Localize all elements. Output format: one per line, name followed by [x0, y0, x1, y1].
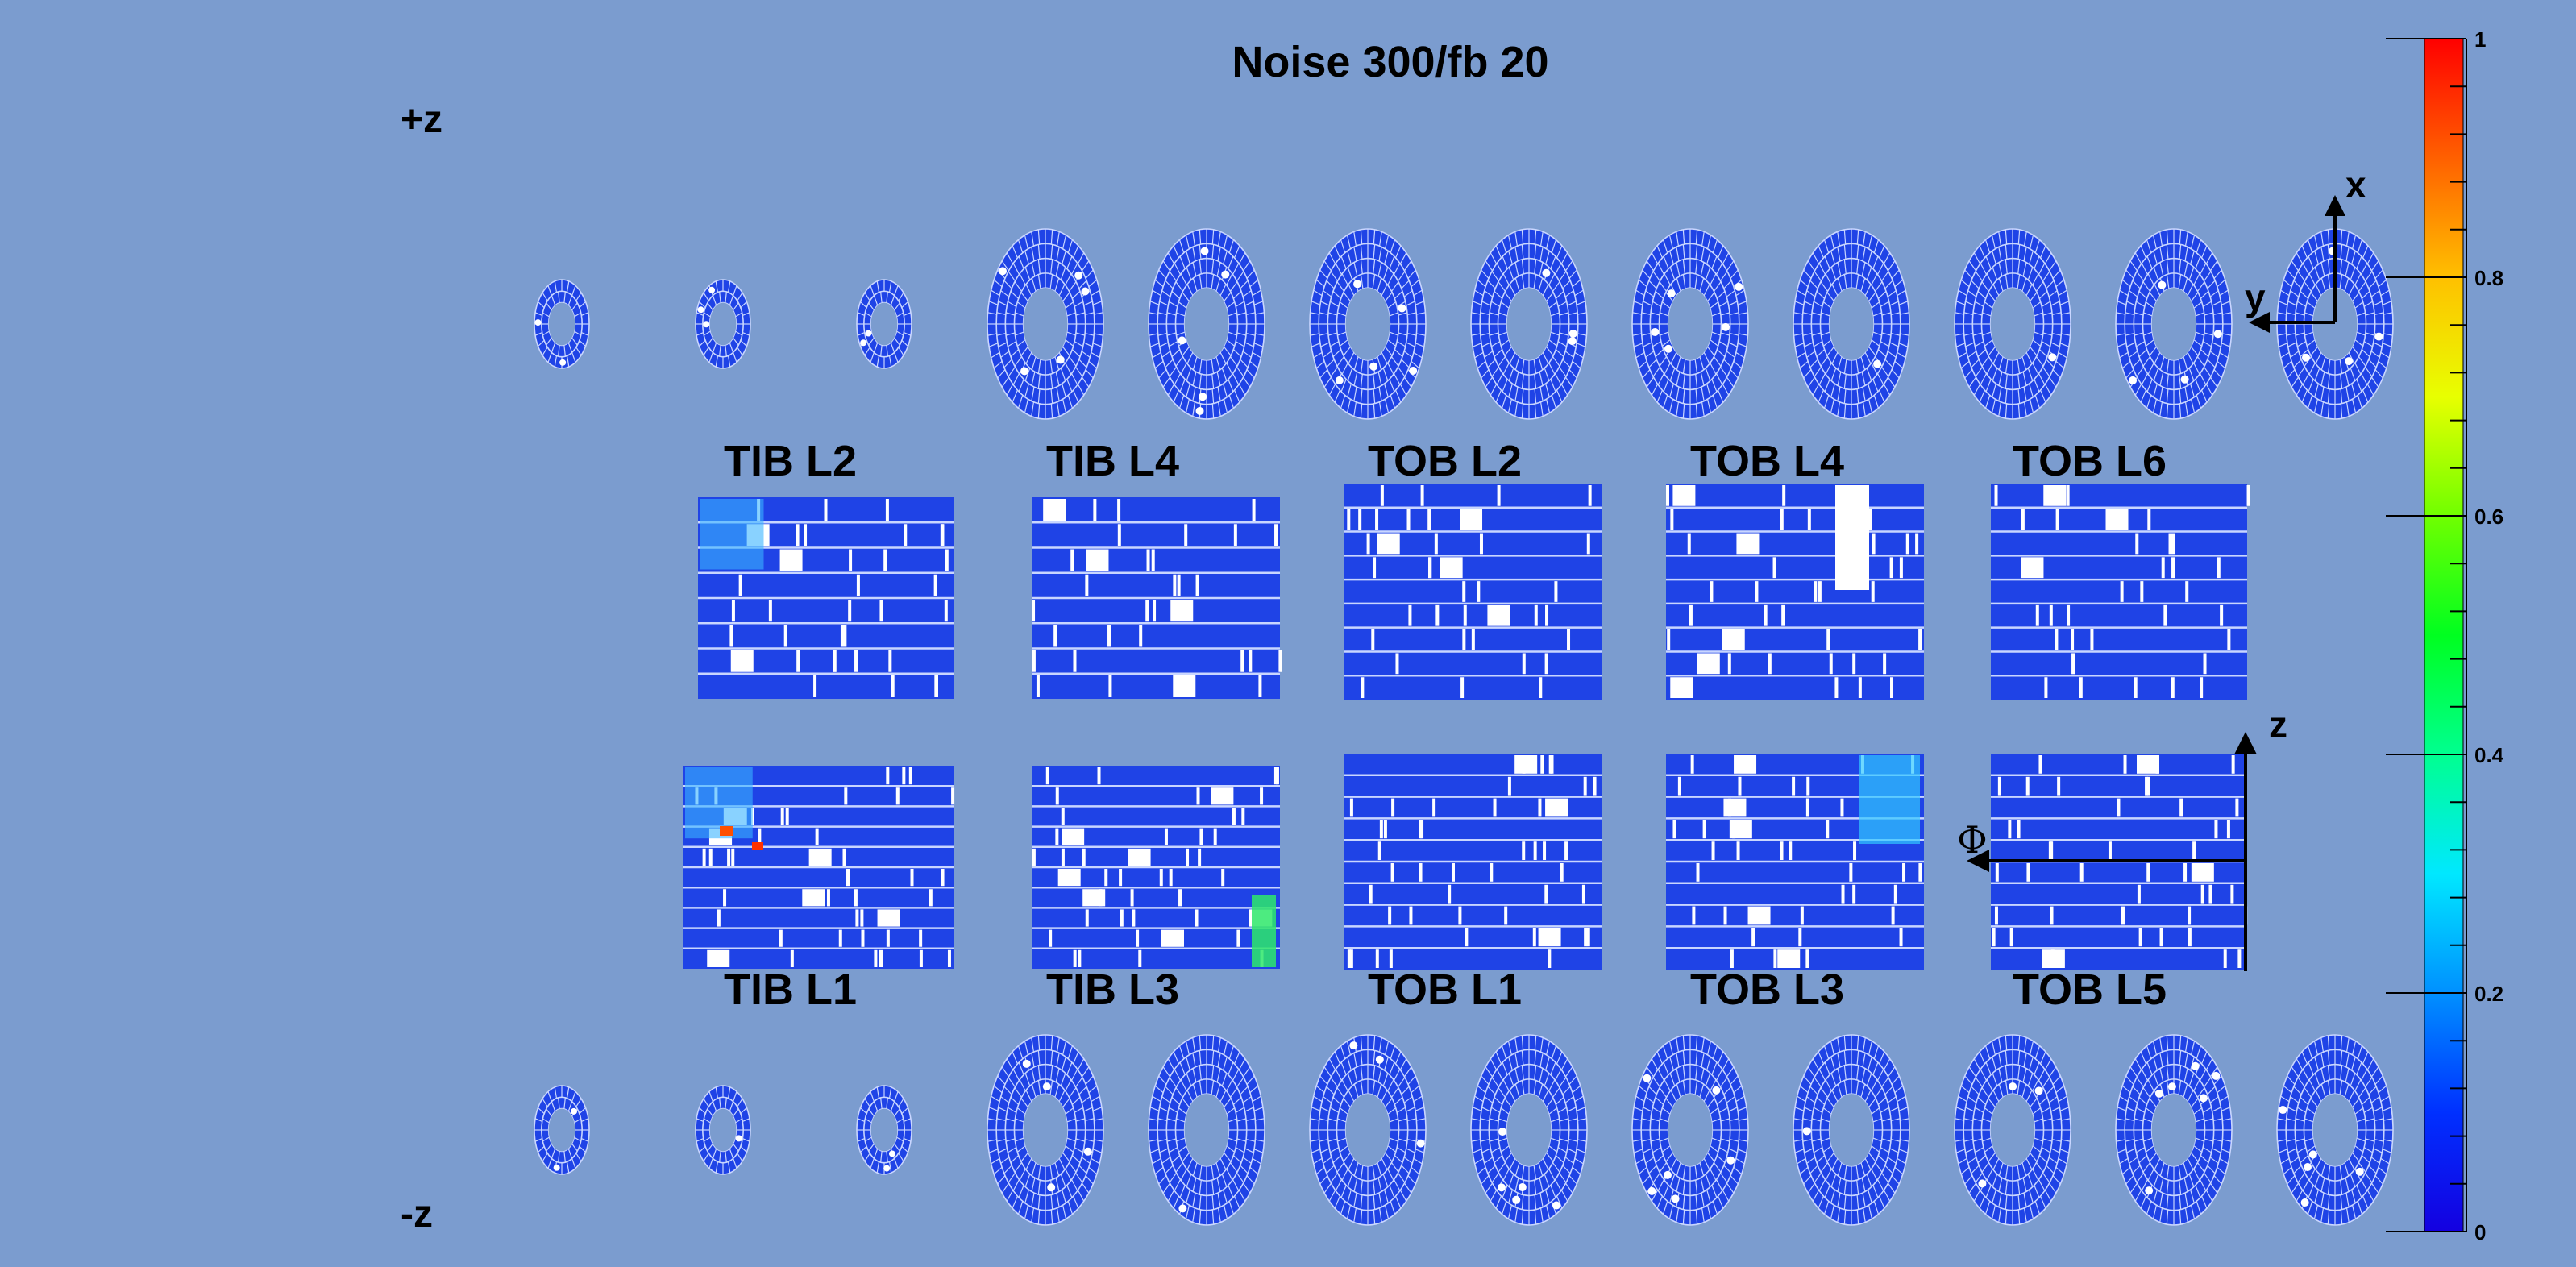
plus-z-disk-8: [2115, 228, 2233, 420]
z-axis-label: z: [2269, 704, 2287, 746]
xy-axis-indicator: x y: [2245, 164, 2366, 333]
minus-z-small-disk-1: [534, 1085, 590, 1175]
plus-z-disk-7: [1954, 228, 2071, 420]
color-scale-tick-label: 0.4: [2474, 743, 2504, 767]
barrel-panel-4: [1666, 484, 1924, 700]
panel-label-lower-4: TOB L3: [1690, 966, 1844, 1014]
plus-z-disk-1: [987, 228, 1104, 420]
plus-z-small-disk-3: [856, 279, 912, 369]
y-axis-label: y: [2245, 276, 2266, 318]
minus-z-disk-2: [1148, 1034, 1265, 1226]
panel-label-lower-3: TOB L1: [1368, 966, 1522, 1014]
minus-z-disk-1: [987, 1034, 1104, 1226]
x-axis-label: x: [2345, 164, 2366, 206]
minus-z-disk-row: [534, 1034, 2394, 1226]
panel-label-upper-3: TOB L2: [1368, 437, 1522, 485]
barrel-panels: [683, 484, 2250, 970]
plus-z-disk-row: [534, 228, 2394, 420]
barrel-panel-8: [1344, 754, 1602, 970]
color-scale-tick-label: 1: [2474, 27, 2486, 52]
minus-z-disk-6: [1793, 1034, 1910, 1226]
phi-axis-label: Φ: [1957, 818, 1988, 862]
color-scale: 0 0.2 0.4 0.6 0.8 1: [2386, 27, 2504, 1244]
minus-z-disk-4: [1470, 1034, 1588, 1226]
chart-title: Noise 300/fb 20: [1232, 38, 1548, 86]
minus-z-disk-5: [1631, 1034, 1749, 1226]
plus-z-disk-3: [1309, 228, 1427, 420]
minus-z-disk-8: [2115, 1034, 2233, 1226]
color-scale-tick-label: 0: [2474, 1220, 2486, 1244]
barrel-panel-2: [1032, 497, 1282, 699]
panel-label-upper-2: TIB L4: [1046, 437, 1179, 485]
minus-z-disk-7: [1954, 1034, 2071, 1226]
minus-z-small-disk-3: [856, 1085, 912, 1175]
panel-label-upper-4: TOB L4: [1690, 437, 1844, 485]
panel-label-lower-1: TIB L1: [724, 966, 857, 1014]
color-scale-tick-label: 0.8: [2474, 266, 2503, 290]
plus-z-small-disk-2: [695, 279, 751, 369]
color-scale-ticks: 0 0.2 0.4 0.6 0.8 1: [2386, 27, 2504, 1244]
panel-label-upper-1: TIB L2: [724, 437, 857, 485]
color-scale-tick-label: 0.2: [2474, 982, 2503, 1006]
barrel-panel-9: [1666, 754, 1924, 970]
plus-z-label: +z: [401, 98, 442, 141]
barrel-panel-7: [1032, 766, 1280, 969]
barrel-panel-1: [698, 497, 954, 699]
plus-z-disk-2: [1148, 228, 1265, 420]
panel-label-lower-5: TOB L5: [2013, 966, 2167, 1014]
barrel-panel-6: [683, 766, 955, 969]
barrel-panel-5: [1991, 484, 2250, 700]
panel-label-lower-2: TIB L3: [1046, 966, 1179, 1014]
minus-z-disk-9: [2276, 1034, 2394, 1226]
color-scale-tick-label: 0.6: [2474, 505, 2503, 529]
plus-z-disk-4: [1470, 228, 1588, 420]
plus-z-small-disk-1: [534, 279, 590, 369]
minus-z-disk-3: [1309, 1034, 1427, 1226]
minus-z-small-disk-2: [695, 1085, 751, 1175]
z-phi-axis-indicator: z Φ: [1957, 704, 2287, 971]
barrel-panel-3: [1344, 484, 1602, 700]
plus-z-disk-5: [1631, 228, 1749, 420]
plus-z-disk-6: [1793, 228, 1910, 420]
panel-label-upper-5: TOB L6: [2013, 437, 2167, 485]
minus-z-label: -z: [401, 1193, 433, 1236]
